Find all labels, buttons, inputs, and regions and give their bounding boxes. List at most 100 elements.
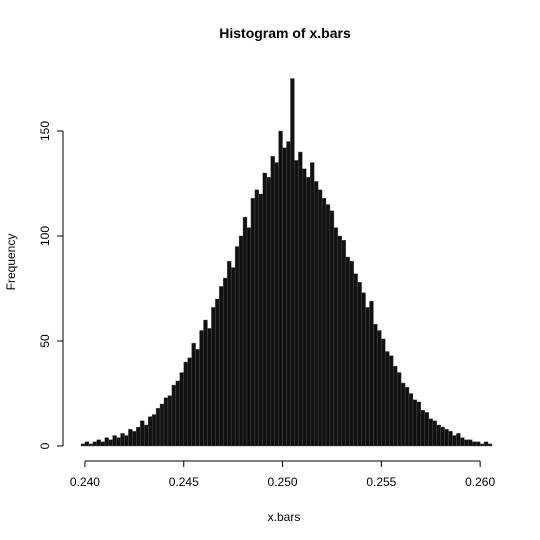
bar <box>400 382 406 447</box>
bar <box>167 395 173 447</box>
bar <box>211 307 216 447</box>
bar <box>223 277 228 447</box>
bar <box>274 162 279 447</box>
bar <box>246 227 252 447</box>
bar <box>203 319 208 447</box>
bar <box>385 351 390 447</box>
bar <box>290 78 295 447</box>
bar <box>424 412 429 447</box>
bar <box>250 197 256 447</box>
x-tick-label: 0.260 <box>465 475 495 489</box>
x-axis-label: x.bars <box>268 510 301 524</box>
bar <box>120 433 125 447</box>
bar <box>219 286 224 447</box>
bar <box>104 437 109 447</box>
bar <box>88 443 94 447</box>
bar <box>389 355 394 447</box>
bar <box>337 235 343 447</box>
x-tick-label: 0.250 <box>268 475 298 489</box>
bar <box>456 433 461 447</box>
bar <box>448 431 453 447</box>
bar <box>428 418 433 447</box>
bar <box>353 273 358 447</box>
bar <box>345 256 350 447</box>
bar <box>325 204 331 447</box>
bar <box>408 393 414 447</box>
bar <box>183 361 188 447</box>
bar <box>234 246 240 447</box>
bar <box>393 366 398 447</box>
bar <box>266 176 271 447</box>
bar <box>207 328 212 447</box>
bar <box>483 441 489 447</box>
bar <box>487 443 493 447</box>
bar <box>416 401 422 447</box>
bar <box>452 435 457 447</box>
bar <box>361 292 366 447</box>
bar <box>144 424 149 447</box>
bar <box>116 437 121 447</box>
bar <box>159 403 165 447</box>
bar <box>100 441 105 447</box>
bar <box>302 168 307 447</box>
bar <box>171 384 177 447</box>
bar <box>479 443 485 447</box>
bar <box>258 193 263 447</box>
bar <box>373 324 378 447</box>
bar <box>151 414 157 447</box>
bar <box>147 416 153 447</box>
bar <box>136 426 141 447</box>
bar <box>242 216 248 447</box>
y-tick-label: 150 <box>38 121 52 141</box>
bar <box>187 357 192 447</box>
bar <box>286 141 291 447</box>
bar <box>108 439 113 447</box>
bar <box>199 330 204 447</box>
bar <box>163 397 169 447</box>
bar <box>84 441 90 447</box>
bar <box>357 282 362 447</box>
bar <box>412 399 418 447</box>
bar <box>124 435 129 447</box>
bar <box>333 227 339 447</box>
bar <box>155 408 161 447</box>
bar <box>420 410 426 447</box>
bar <box>128 429 133 447</box>
bar <box>329 210 335 447</box>
y-tick-label: 100 <box>38 226 52 246</box>
bar <box>132 431 137 447</box>
bar <box>369 300 374 447</box>
bar <box>215 298 220 447</box>
bar <box>262 172 267 447</box>
bar <box>468 439 473 447</box>
bar <box>349 261 354 447</box>
bar <box>432 420 437 447</box>
bar <box>444 429 449 447</box>
bar <box>475 441 481 447</box>
x-tick-label: 0.240 <box>70 475 100 489</box>
bar <box>396 372 402 447</box>
bar <box>404 387 410 447</box>
bar <box>254 189 260 447</box>
bar <box>96 439 101 447</box>
bar <box>270 155 275 447</box>
bar <box>80 443 86 447</box>
bar <box>317 189 323 447</box>
bar <box>472 441 477 447</box>
y-axis-label: Frequency <box>4 234 18 291</box>
y-tick-label: 50 <box>38 334 52 348</box>
bar <box>238 235 244 447</box>
bar <box>313 181 319 447</box>
bar <box>195 349 200 447</box>
bar <box>436 424 441 447</box>
bar <box>298 151 303 447</box>
bar <box>464 439 469 447</box>
bar <box>230 267 236 447</box>
bar <box>227 261 232 447</box>
bar <box>460 437 465 447</box>
bar <box>278 130 283 447</box>
bar <box>140 420 145 447</box>
bar <box>310 162 315 447</box>
bar <box>377 330 382 447</box>
